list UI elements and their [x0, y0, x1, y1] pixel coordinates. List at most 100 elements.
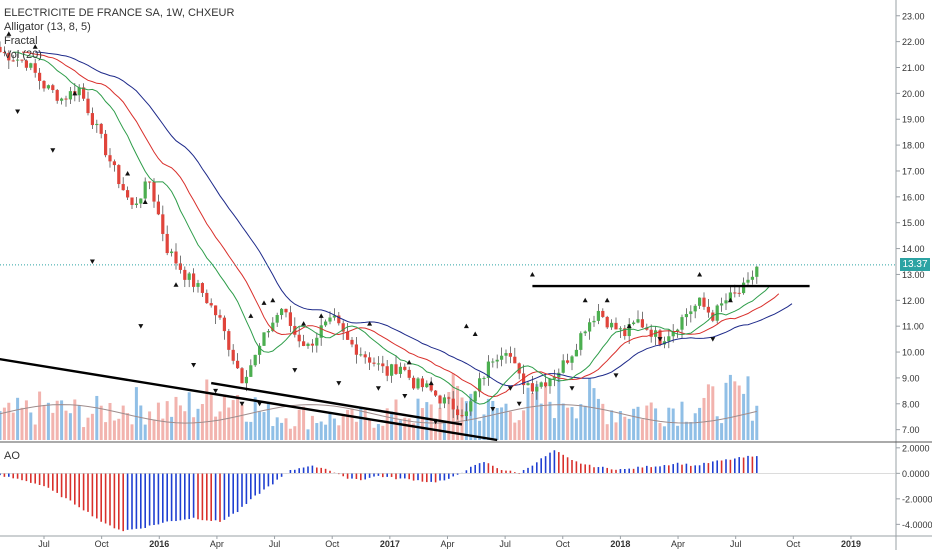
candle-body [478, 378, 482, 392]
fractal-up-mark [428, 380, 434, 386]
volume-bar [680, 401, 684, 440]
candle-body [231, 349, 235, 361]
volume-bar [174, 396, 178, 440]
volume-bar [491, 401, 495, 440]
candle-body [469, 401, 473, 412]
candle-body [689, 311, 693, 315]
legend-fractal[interactable]: Fractal [4, 35, 38, 47]
volume-bar [262, 412, 266, 440]
candle-body [596, 310, 600, 321]
candle-body [288, 312, 292, 326]
fractal-up-mark [529, 271, 535, 277]
legend-alligator[interactable]: Alligator (13, 8, 5) [4, 21, 91, 33]
volume-bar [231, 400, 235, 440]
fractal-up-mark [261, 300, 267, 305]
x-tick-label: Oct [556, 539, 571, 549]
volume-bar [51, 412, 55, 440]
fractal-up-mark [248, 313, 254, 318]
candle-body [29, 63, 33, 68]
volume-bar [720, 423, 724, 440]
x-tick-label: 2019 [841, 539, 861, 549]
ao-pane-label: AO [4, 450, 20, 462]
volume-bar [737, 385, 741, 440]
volume-bar [478, 420, 482, 440]
candle-body [544, 382, 548, 387]
candle-body [504, 353, 508, 356]
volume-bar [156, 402, 160, 440]
candle-body [60, 98, 64, 101]
candle-body [627, 324, 631, 337]
legend-vol[interactable]: Vol (20) [4, 49, 42, 61]
candle-body [187, 273, 191, 280]
volume-bar [530, 393, 534, 440]
volume-bar [755, 405, 759, 440]
fractal-down-mark [15, 109, 21, 114]
ao-y-tick-label: 0.0000 [902, 469, 930, 479]
volume-bar [548, 401, 552, 440]
candle-body [535, 386, 539, 392]
candle-body [218, 315, 222, 318]
candle-body [500, 355, 504, 360]
candle-body [676, 329, 680, 332]
candle-body [442, 397, 446, 404]
fractal-up-mark [697, 271, 703, 277]
ao-y-tick-label: -2.0000 [902, 494, 932, 504]
volume-bar [728, 374, 732, 440]
candle-body [51, 85, 55, 91]
candle-body [86, 98, 90, 114]
volume-bar [662, 426, 666, 440]
volume-bar [227, 407, 231, 440]
volume-bar [33, 424, 37, 440]
x-tick-label: Jul [269, 539, 281, 549]
volume-bar [99, 405, 103, 440]
volume-bar [390, 411, 394, 440]
candle-body [482, 377, 486, 379]
candle-body [183, 269, 187, 280]
candle-body [579, 333, 583, 350]
volume-bar [205, 379, 209, 440]
volume-bar [385, 408, 389, 440]
candle-body [640, 319, 644, 328]
volume-bar [302, 406, 306, 440]
fractal-up-mark [727, 297, 733, 303]
volume-bar [640, 419, 644, 440]
candle-body [227, 331, 231, 350]
candle-body [55, 90, 59, 101]
candle-body [636, 319, 640, 323]
volume-bar [570, 407, 574, 440]
fractal-down-mark [213, 388, 219, 394]
volume-bar [588, 378, 592, 440]
x-tick-label: 2017 [380, 539, 400, 549]
candle-body [407, 369, 411, 378]
x-tick-label: Jul [499, 539, 511, 549]
chart-title: ELECTRICITE DE FRANCE SA, 1W, CHXEUR [4, 7, 235, 19]
x-tick-label: Oct [786, 539, 801, 549]
candle-body [271, 322, 275, 332]
candle-body [130, 197, 134, 205]
candle-body [302, 341, 306, 346]
x-tick-label: Jul [38, 539, 50, 549]
candle-body [566, 360, 570, 363]
y-tick-label: 7.00 [902, 425, 920, 435]
volume-bar [750, 420, 754, 440]
fractal-up-mark [463, 323, 469, 329]
volume-bar [627, 418, 631, 440]
y-tick-label: 19.00 [902, 115, 925, 125]
volume-bar [438, 407, 442, 440]
candle-body [583, 331, 587, 334]
x-tick-label: 2018 [610, 539, 630, 549]
candle-body [649, 329, 653, 337]
fractal-up-mark [6, 31, 12, 36]
candle-body [486, 361, 490, 378]
volume-bar [671, 408, 675, 440]
candle-body [284, 308, 288, 313]
volume-bar [0, 411, 2, 440]
candle-body [451, 398, 455, 410]
candle-body [148, 181, 152, 183]
volume-bar [170, 416, 174, 440]
candle-body [161, 214, 165, 234]
candle-body [359, 354, 363, 356]
candle-body [117, 165, 121, 185]
fractal-down-mark [516, 401, 522, 407]
